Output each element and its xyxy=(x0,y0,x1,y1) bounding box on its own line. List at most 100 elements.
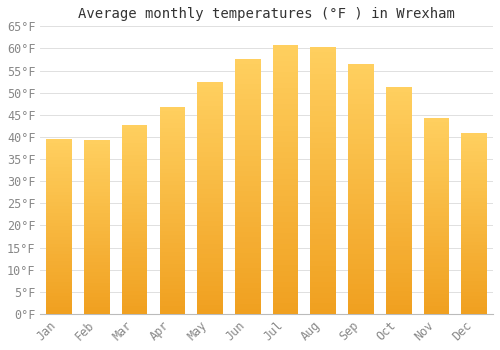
Bar xyxy=(235,74,260,79)
Bar xyxy=(122,253,148,257)
Bar xyxy=(46,279,72,282)
Bar xyxy=(272,174,298,179)
Bar xyxy=(348,144,374,149)
Bar xyxy=(348,129,374,134)
Bar xyxy=(462,191,487,195)
Bar xyxy=(272,50,298,56)
Bar xyxy=(235,79,260,84)
Bar xyxy=(160,198,185,202)
Bar xyxy=(122,219,148,223)
Bar xyxy=(46,286,72,289)
Bar xyxy=(462,220,487,224)
Bar xyxy=(272,239,298,244)
Bar xyxy=(160,148,185,152)
Bar xyxy=(424,271,450,275)
Bar xyxy=(235,232,260,237)
Bar xyxy=(122,227,148,231)
Bar xyxy=(235,115,260,120)
Bar xyxy=(235,140,260,145)
Bar xyxy=(235,135,260,140)
Bar xyxy=(462,296,487,300)
Bar xyxy=(272,169,298,174)
Bar xyxy=(272,120,298,126)
Bar xyxy=(84,189,110,192)
Bar xyxy=(198,124,223,129)
Bar xyxy=(46,156,72,160)
Bar xyxy=(310,234,336,239)
Bar xyxy=(198,254,223,258)
Bar xyxy=(84,296,110,300)
Bar xyxy=(84,262,110,265)
Bar xyxy=(84,227,110,231)
Bar xyxy=(386,287,411,291)
Bar xyxy=(310,170,336,175)
Bar xyxy=(348,299,374,304)
Bar xyxy=(424,142,450,146)
Bar xyxy=(424,275,450,279)
Bar xyxy=(424,204,450,208)
Bar xyxy=(235,186,260,191)
Bar xyxy=(424,189,450,192)
Bar xyxy=(160,169,185,173)
Bar xyxy=(46,205,72,209)
Bar xyxy=(272,260,298,265)
Bar xyxy=(424,181,450,185)
Bar xyxy=(310,100,336,106)
Bar xyxy=(348,154,374,159)
Bar xyxy=(84,144,110,147)
Bar xyxy=(160,140,185,144)
Bar xyxy=(348,79,374,84)
Bar xyxy=(386,241,411,246)
Bar xyxy=(160,227,185,231)
Bar xyxy=(235,130,260,135)
Bar xyxy=(160,161,185,165)
Bar xyxy=(122,250,148,253)
Bar xyxy=(386,205,411,210)
Bar xyxy=(272,185,298,190)
Bar xyxy=(235,166,260,171)
Bar xyxy=(462,148,487,152)
Bar xyxy=(348,99,374,104)
Bar xyxy=(424,208,450,212)
Bar xyxy=(386,210,411,214)
Bar xyxy=(122,162,148,166)
Bar xyxy=(122,177,148,181)
Bar xyxy=(386,96,411,101)
Bar xyxy=(84,276,110,279)
Bar xyxy=(310,218,336,223)
Bar xyxy=(310,207,336,212)
Bar xyxy=(198,244,223,249)
Bar xyxy=(46,160,72,163)
Bar xyxy=(84,140,110,144)
Bar xyxy=(46,293,72,296)
Bar xyxy=(272,265,298,271)
Bar xyxy=(84,220,110,224)
Bar xyxy=(386,259,411,264)
Bar xyxy=(348,134,374,139)
Bar xyxy=(122,242,148,246)
Bar xyxy=(272,222,298,228)
Bar xyxy=(462,249,487,252)
Bar xyxy=(235,145,260,150)
Bar xyxy=(462,263,487,267)
Bar xyxy=(348,294,374,299)
Bar xyxy=(272,126,298,131)
Bar xyxy=(424,247,450,251)
Bar xyxy=(272,142,298,147)
Bar xyxy=(386,142,411,146)
Bar xyxy=(160,276,185,281)
Bar xyxy=(310,138,336,143)
Bar xyxy=(122,268,148,272)
Bar xyxy=(272,190,298,196)
Bar xyxy=(424,201,450,204)
Bar xyxy=(160,268,185,272)
Bar xyxy=(46,146,72,149)
Bar xyxy=(46,244,72,247)
Bar xyxy=(348,64,374,69)
Bar xyxy=(348,224,374,229)
Bar xyxy=(198,147,223,152)
Bar xyxy=(272,45,298,50)
Bar xyxy=(198,133,223,138)
Bar xyxy=(46,226,72,230)
Bar xyxy=(310,260,336,266)
